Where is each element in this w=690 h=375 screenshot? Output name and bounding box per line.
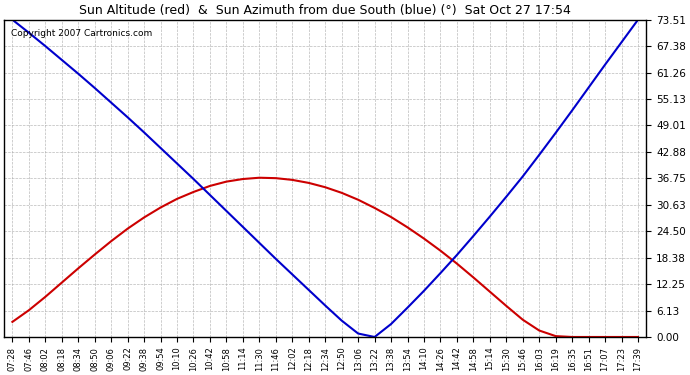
Text: Copyright 2007 Cartronics.com: Copyright 2007 Cartronics.com <box>10 29 152 38</box>
Title: Sun Altitude (red)  &  Sun Azimuth from due South (blue) (°)  Sat Oct 27 17:54: Sun Altitude (red) & Sun Azimuth from du… <box>79 4 571 17</box>
